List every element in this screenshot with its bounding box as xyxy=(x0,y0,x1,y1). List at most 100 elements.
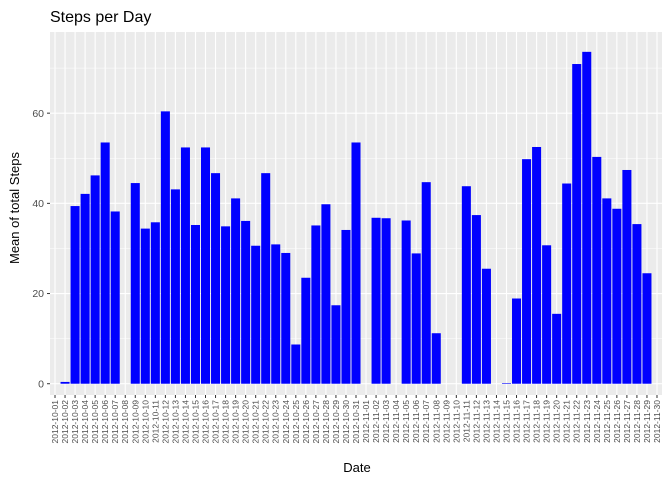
x-tick-label: 2012-10-03 xyxy=(70,400,80,444)
y-tick-label: 0 xyxy=(38,378,44,390)
bar-2012-11-18 xyxy=(532,146,542,384)
x-tick-label: 2012-11-06 xyxy=(411,400,421,443)
x-tick-label: 2012-10-01 xyxy=(50,400,60,444)
bar-2012-10-03 xyxy=(70,206,80,384)
x-tick-label: 2012-10-14 xyxy=(180,400,190,444)
x-tick-label: 2012-11-23 xyxy=(582,400,592,443)
bar-2012-11-24 xyxy=(592,156,602,384)
x-tick-label: 2012-10-12 xyxy=(160,400,170,444)
x-tick-label: 2012-11-04 xyxy=(391,400,401,443)
y-axis-ticks: 0 20 40 60 xyxy=(32,108,50,390)
bar-2012-11-29 xyxy=(642,273,652,384)
x-tick-label: 2012-11-10 xyxy=(451,400,461,443)
x-tick-label: 2012-10-07 xyxy=(110,400,120,444)
x-tick-label: 2012-11-16 xyxy=(512,400,522,443)
x-tick-label: 2012-10-20 xyxy=(241,400,251,444)
x-tick-label: 2012-11-17 xyxy=(522,400,532,443)
bar-2012-11-19 xyxy=(542,245,552,384)
x-tick-label: 2012-10-04 xyxy=(80,400,90,444)
x-tick-label: 2012-10-22 xyxy=(261,400,271,444)
bar-2012-11-03 xyxy=(381,218,391,384)
x-tick-label: 2012-11-24 xyxy=(592,400,602,443)
bar-2012-10-09 xyxy=(130,183,140,384)
bar-2012-10-11 xyxy=(150,222,160,384)
x-tick-label: 2012-11-09 xyxy=(441,400,451,443)
x-tick-label: 2012-10-30 xyxy=(341,400,351,444)
x-tick-label: 2012-10-02 xyxy=(60,400,70,444)
x-tick-label: 2012-10-26 xyxy=(301,400,311,444)
bar-2012-10-18 xyxy=(221,226,231,384)
x-tick-label: 2012-11-03 xyxy=(381,400,391,443)
bar-2012-11-25 xyxy=(602,198,612,384)
x-tick-label: 2012-11-13 xyxy=(481,400,491,443)
x-tick-label: 2012-10-13 xyxy=(170,400,180,444)
bar-2012-11-26 xyxy=(612,208,622,384)
x-tick-label: 2012-10-23 xyxy=(271,400,281,444)
bar-2012-11-12 xyxy=(471,215,481,384)
bar-2012-11-13 xyxy=(481,268,491,384)
x-tick-label: 2012-11-18 xyxy=(532,400,542,443)
bar-2012-10-02 xyxy=(60,381,70,384)
x-tick-label: 2012-11-12 xyxy=(471,400,481,443)
bar-2012-10-28 xyxy=(321,204,331,384)
bar-2012-10-04 xyxy=(80,193,90,384)
x-tick-label: 2012-11-07 xyxy=(421,400,431,443)
bar-2012-10-22 xyxy=(261,173,271,384)
bar-2012-11-11 xyxy=(461,186,471,384)
bar-2012-11-06 xyxy=(411,253,421,384)
x-tick-label: 2012-11-05 xyxy=(401,400,411,443)
x-tick-label: 2012-10-16 xyxy=(201,400,211,444)
bar-2012-10-29 xyxy=(331,305,341,384)
x-tick-label: 2012-11-26 xyxy=(612,400,622,443)
bar-2012-11-02 xyxy=(371,217,381,384)
bar-2012-11-23 xyxy=(582,51,592,384)
x-tick-label: 2012-10-31 xyxy=(351,400,361,444)
bar-2012-10-31 xyxy=(351,142,361,384)
x-tick-label: 2012-10-28 xyxy=(321,400,331,444)
bar-2012-10-21 xyxy=(251,245,261,384)
bar-2012-10-27 xyxy=(311,225,321,384)
bar-2012-10-17 xyxy=(211,173,221,384)
bar-2012-10-06 xyxy=(100,142,110,384)
bar-2012-10-30 xyxy=(341,229,351,384)
x-tick-label: 2012-11-29 xyxy=(642,400,652,443)
x-tick-label: 2012-11-27 xyxy=(622,400,632,443)
x-tick-label: 2012-10-19 xyxy=(231,400,241,444)
x-tick-label: 2012-11-28 xyxy=(632,400,642,443)
x-tick-label: 2012-10-08 xyxy=(120,400,130,444)
y-tick-label: 20 xyxy=(32,288,44,300)
x-tick-label: 2012-11-19 xyxy=(542,400,552,443)
bar-2012-11-05 xyxy=(401,220,411,384)
x-tick-label: 2012-11-20 xyxy=(552,400,562,443)
bar-2012-10-26 xyxy=(301,277,311,384)
bar-2012-10-20 xyxy=(241,220,251,384)
bar-2012-10-07 xyxy=(110,211,120,384)
x-tick-label: 2012-11-22 xyxy=(572,400,582,443)
bar-2012-10-16 xyxy=(200,147,211,384)
x-tick-label: 2012-10-06 xyxy=(100,400,110,444)
bar-2012-10-12 xyxy=(160,111,170,384)
bar-2012-10-14 xyxy=(180,147,190,384)
bar-2012-10-23 xyxy=(271,244,281,384)
chart-title: Steps per Day xyxy=(50,9,151,26)
bar-2012-11-16 xyxy=(512,298,522,384)
bar-2012-10-25 xyxy=(291,344,301,384)
bar-2012-10-15 xyxy=(190,224,200,384)
bars xyxy=(60,51,652,384)
bar-2012-10-05 xyxy=(90,175,100,384)
x-tick-label: 2012-10-21 xyxy=(251,400,261,444)
bar-2012-11-15 xyxy=(501,383,512,384)
x-axis-ticks: 2012-10-01 2012-10-02 2012-10-03 2012-10-04… xyxy=(50,395,662,443)
x-tick-label: 2012-11-02 xyxy=(371,400,381,443)
bar-2012-11-08 xyxy=(431,333,441,384)
bar-2012-10-19 xyxy=(231,198,241,384)
x-tick-label: 2012-11-15 xyxy=(501,400,511,443)
x-tick-label: 2012-11-14 xyxy=(491,400,501,443)
x-tick-label: 2012-10-25 xyxy=(291,400,301,444)
x-tick-label: 2012-10-27 xyxy=(311,400,321,444)
bar-2012-11-17 xyxy=(522,159,532,384)
x-tick-label: 2012-11-08 xyxy=(431,400,441,443)
x-tick-label: 2012-10-24 xyxy=(281,400,291,444)
bar-2012-10-10 xyxy=(140,228,150,384)
x-tick-label: 2012-11-01 xyxy=(361,400,371,443)
